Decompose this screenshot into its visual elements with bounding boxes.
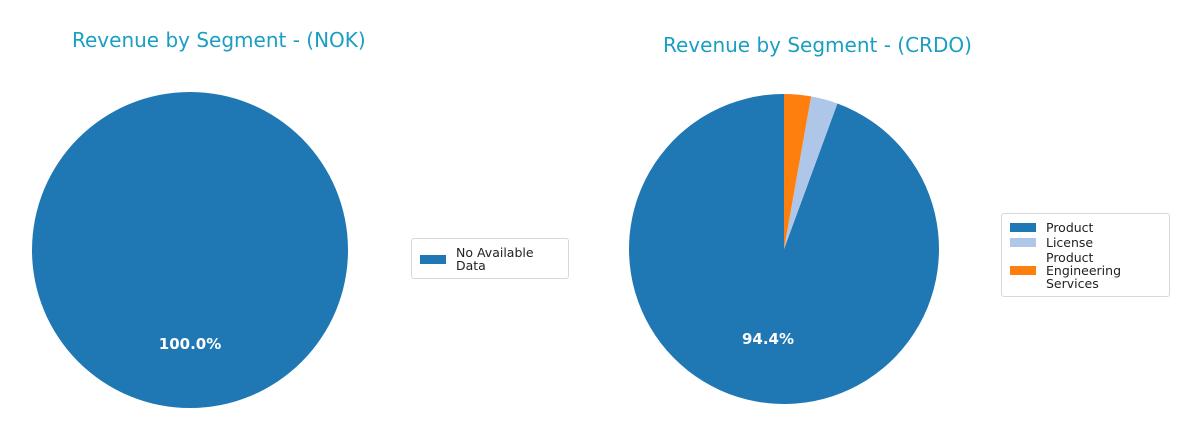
legend-crdo: Product License Product Engineering Serv… (1001, 213, 1170, 297)
legend-item-product-engineering-services: Product Engineering Services (1010, 251, 1161, 290)
pie-slice-product (629, 94, 939, 405)
pie-slice-product-engineering-services (784, 94, 812, 249)
legend-swatch (1010, 238, 1036, 247)
legend-swatch (420, 254, 446, 264)
legend-item-no-data: No Available Data (420, 246, 560, 272)
legend-label: License (1046, 235, 1094, 250)
pie-slice-license (784, 96, 838, 250)
legend-label: Product Engineering Services (1046, 250, 1121, 291)
legend-item-license: License (1010, 236, 1161, 249)
legend-label: Product (1046, 220, 1094, 235)
pie-nok-slice-no-data (32, 92, 348, 408)
chart-title-crdo: Revenue by Segment - (CRDO) (663, 33, 972, 57)
legend-swatch (1010, 223, 1036, 232)
chart-title-nok: Revenue by Segment - (NOK) (72, 28, 366, 52)
pct-label-crdo-product: 94.4% (741, 330, 795, 348)
legend-nok: No Available Data (411, 238, 569, 279)
pct-label-nok: 100.0% (158, 335, 222, 353)
legend-label: No Available Data (456, 245, 534, 273)
legend-swatch (1010, 266, 1036, 275)
legend-item-product: Product (1010, 221, 1161, 234)
pie-crdo (629, 94, 939, 405)
